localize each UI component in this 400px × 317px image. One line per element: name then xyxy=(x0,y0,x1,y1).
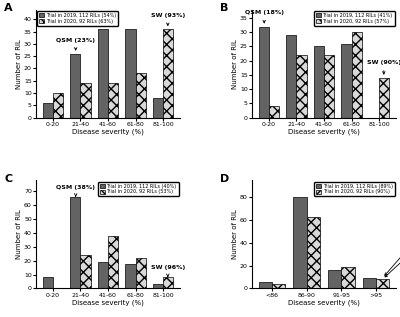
Bar xyxy=(125,29,136,118)
X-axis label: Disease severity (%): Disease severity (%) xyxy=(72,300,144,306)
Text: A: A xyxy=(4,3,13,13)
Bar xyxy=(80,83,91,118)
Bar xyxy=(258,27,269,118)
Y-axis label: Number of RIL: Number of RIL xyxy=(232,210,238,259)
Bar xyxy=(136,258,146,288)
Bar xyxy=(53,93,64,118)
Bar xyxy=(98,29,108,118)
Bar xyxy=(70,197,80,288)
Bar xyxy=(152,98,163,118)
Bar xyxy=(341,44,352,118)
Text: SW (93%): SW (93%) xyxy=(151,13,185,25)
Y-axis label: Number of RIL: Number of RIL xyxy=(16,210,22,259)
Bar xyxy=(293,197,306,288)
Legend: Trial in 2019, 112 RILs (41%), Trial in 2020, 92 RILs (57%): Trial in 2019, 112 RILs (41%), Trial in … xyxy=(314,11,394,26)
Text: C: C xyxy=(4,174,12,184)
Text: QSM (18%): QSM (18%) xyxy=(245,10,284,23)
Bar xyxy=(342,267,355,288)
Bar xyxy=(163,29,174,118)
Bar xyxy=(376,279,390,288)
Text: SW (96%): SW (96%) xyxy=(151,265,185,276)
Bar xyxy=(125,263,136,288)
Text: SW (90%): SW (90%) xyxy=(367,60,400,74)
Legend: Trial in 2019, 112 RILs (40%), Trial in 2020, 92 RILs (53%): Trial in 2019, 112 RILs (40%), Trial in … xyxy=(98,182,178,197)
Bar xyxy=(108,236,118,288)
Bar xyxy=(363,278,376,288)
Bar xyxy=(152,284,163,288)
Bar xyxy=(70,54,80,118)
Bar xyxy=(98,262,108,288)
Y-axis label: Number of RIL: Number of RIL xyxy=(232,39,238,88)
Bar xyxy=(324,55,334,118)
Bar xyxy=(258,281,272,288)
X-axis label: Disease severity (%): Disease severity (%) xyxy=(72,129,144,135)
Bar xyxy=(42,277,53,288)
Bar xyxy=(163,277,174,288)
Bar xyxy=(314,47,324,118)
Text: QSM (38%): QSM (38%) xyxy=(56,185,95,196)
Bar xyxy=(306,217,320,288)
Bar xyxy=(269,106,280,118)
Bar xyxy=(272,284,285,288)
Text: QSM (23%): QSM (23%) xyxy=(56,38,95,50)
Text: D: D xyxy=(220,174,230,184)
Bar xyxy=(286,35,296,118)
Legend: Trial in 2019, 112 RILs (89%), Trial in 2020, 92 RILs (90%): Trial in 2019, 112 RILs (89%), Trial in … xyxy=(314,182,394,197)
Bar xyxy=(379,78,390,118)
Legend: Trial in 2019, 112 RILs (54%), Trial in 2020, 92 RILs (63%): Trial in 2019, 112 RILs (54%), Trial in … xyxy=(38,11,118,26)
Text: B: B xyxy=(220,3,229,13)
Bar xyxy=(352,32,362,118)
Text: QSM (98%): QSM (98%) xyxy=(385,224,400,275)
Bar xyxy=(108,83,118,118)
Bar xyxy=(328,270,342,288)
X-axis label: Disease severity (%): Disease severity (%) xyxy=(288,129,360,135)
Bar xyxy=(42,103,53,118)
Bar xyxy=(296,55,307,118)
X-axis label: Disease severity (%): Disease severity (%) xyxy=(288,300,360,306)
Bar xyxy=(80,255,91,288)
Y-axis label: Number of RIL: Number of RIL xyxy=(16,39,22,88)
Bar xyxy=(136,74,146,118)
Text: SW (99%): SW (99%) xyxy=(385,238,400,277)
